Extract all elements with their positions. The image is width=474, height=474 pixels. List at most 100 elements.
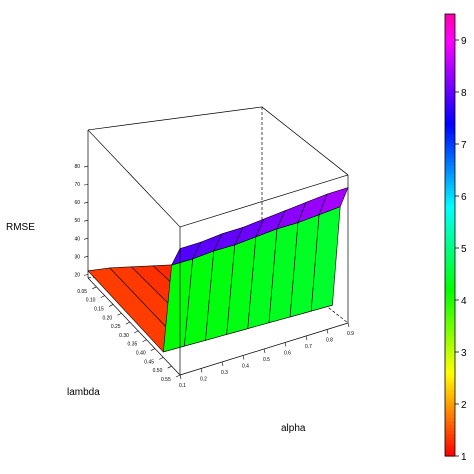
z-tick-mark xyxy=(83,165,89,168)
colorbar-band xyxy=(445,266,455,271)
colorbar-band xyxy=(445,178,455,182)
colorbar-band xyxy=(445,430,455,435)
colorbar-band xyxy=(445,235,455,239)
colorbar-band xyxy=(445,418,455,422)
colorbar-band xyxy=(445,380,455,384)
colorbar-band xyxy=(445,102,455,107)
colorbar-band xyxy=(445,209,455,214)
lambda-tick-label: 0.15 xyxy=(94,306,104,312)
lambda-tick-mark xyxy=(125,321,130,325)
colorbar-band xyxy=(445,184,455,189)
colorbar-band xyxy=(445,197,455,201)
alpha-tick-label: 0.2 xyxy=(200,377,207,383)
colorbar-band xyxy=(445,370,455,375)
colorbar-band xyxy=(445,83,455,88)
alpha-tick-mark xyxy=(284,342,287,347)
colorbar-band xyxy=(445,165,455,170)
colorbar-band xyxy=(445,146,455,151)
colorbar-frame xyxy=(444,13,456,457)
colorbar-band xyxy=(445,73,455,78)
colorbar-band xyxy=(445,317,455,321)
colorbar-band xyxy=(445,228,455,233)
colorbar-band xyxy=(445,152,455,157)
colorbar-band xyxy=(445,149,455,154)
colorbar-band xyxy=(445,108,455,113)
alpha-tick-label: 0.6 xyxy=(284,351,291,357)
lambda-tick-label: 0.55 xyxy=(161,377,171,383)
alpha-tick-mark xyxy=(221,361,224,367)
colorbar-band xyxy=(445,92,455,97)
colorbar-band xyxy=(445,23,455,28)
colorbar-band xyxy=(445,263,455,268)
lambda-tick-mark xyxy=(175,374,181,378)
alpha-tick-label: 0.5 xyxy=(263,357,270,363)
colorbar-band xyxy=(445,427,455,432)
colorbar-band xyxy=(445,193,455,198)
colorbar-band xyxy=(445,29,455,34)
colorbar-band xyxy=(445,181,455,186)
colorbar-band xyxy=(445,222,455,227)
lambda-axis: 0.05 0.10 0.15 0.20 0.25 0.30 0.35 0.40 0.45 0.50… xyxy=(77,286,181,383)
colorbar-band xyxy=(445,364,455,369)
alpha-tick-label: 0.8 xyxy=(326,338,333,344)
colorbar-band xyxy=(445,61,455,66)
alpha-axis-label: alpha xyxy=(281,423,306,434)
colorbar-band xyxy=(445,323,455,328)
colorbar-band xyxy=(445,288,455,293)
lambda-tick-label: 0.10 xyxy=(86,298,96,304)
alpha-tick-label: 0.7 xyxy=(305,344,312,350)
colorbar-band xyxy=(445,336,455,340)
alpha-tick-mark xyxy=(347,322,350,328)
z-axis-label: RMSE xyxy=(6,222,35,233)
colorbar-band xyxy=(445,162,455,167)
colorbar-band xyxy=(445,127,455,132)
z-tick-mark xyxy=(83,219,89,222)
lambda-tick-label: 0.50 xyxy=(153,368,163,374)
colorbar-band xyxy=(445,105,455,110)
colorbar-band xyxy=(445,247,455,252)
colorbar-band xyxy=(445,190,455,195)
colorbar-band xyxy=(445,433,455,438)
z-tick-mark xyxy=(83,183,89,186)
lambda-tick-label: 0.45 xyxy=(144,359,154,365)
z-tick-label: 80 xyxy=(74,164,80,170)
box-edge xyxy=(87,106,263,131)
colorbar-band xyxy=(445,219,455,223)
colorbar-band xyxy=(445,212,455,217)
colorbar-band xyxy=(445,339,455,343)
colorbar-band xyxy=(445,373,455,378)
colorbar-band xyxy=(445,143,455,148)
colorbar-band xyxy=(445,137,455,141)
alpha-tick-mark xyxy=(242,355,245,360)
colorbar-band xyxy=(445,443,455,448)
alpha-tick-mark xyxy=(326,329,329,334)
lambda-tick-label: 0.35 xyxy=(128,342,138,348)
colorbar-band xyxy=(445,225,455,230)
colorbar-band xyxy=(445,301,455,306)
colorbar-band xyxy=(445,269,455,274)
colorbar-band xyxy=(445,313,455,318)
colorbar-band xyxy=(445,329,455,334)
colorbar-band xyxy=(445,42,455,47)
colorbar-tick-label: 4 xyxy=(461,296,467,307)
alpha-tick-mark xyxy=(263,348,266,354)
lambda-tick-mark xyxy=(100,295,105,298)
colorbar-band xyxy=(445,358,455,362)
colorbar-band xyxy=(445,99,455,103)
colorbar-band xyxy=(445,14,455,18)
colorbar-band xyxy=(445,294,455,299)
colorbar-band xyxy=(445,80,455,85)
colorbar-band xyxy=(445,70,455,75)
colorbar-band xyxy=(445,238,455,242)
colorbar-band xyxy=(445,121,455,126)
lambda-tick-mark xyxy=(92,286,97,290)
alpha-tick-mark xyxy=(305,335,308,341)
colorbar-band xyxy=(445,45,455,50)
colorbar-band xyxy=(445,200,455,205)
lambda-tick-mark xyxy=(159,357,164,360)
colorbar-band xyxy=(445,159,455,163)
colorbar-band xyxy=(445,282,455,287)
z-tick-mark xyxy=(83,201,89,204)
colorbar-band xyxy=(445,206,455,211)
colorbar-band xyxy=(445,253,455,258)
